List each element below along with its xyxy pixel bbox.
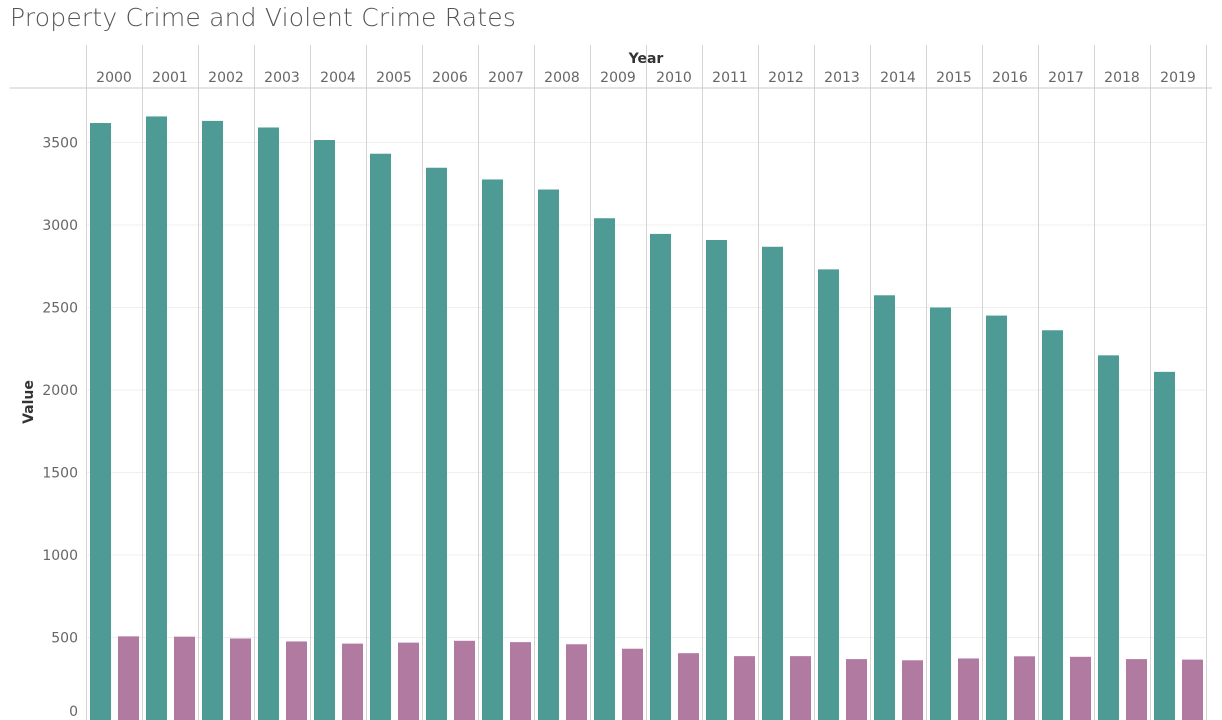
bar-series-2 [846, 659, 867, 720]
bar-series-2 [398, 642, 419, 720]
bar-series-1 [594, 218, 615, 720]
y-tick-label: 2000 [42, 383, 78, 399]
bar-series-2 [790, 656, 811, 720]
x-tick-label: 2012 [768, 70, 804, 86]
x-tick-label: 2018 [1104, 70, 1140, 86]
y-tick-label: 3000 [42, 218, 78, 234]
axis-layer: Year Value 0 500 1000 1500 2000 2500 3000 3500 2… [21, 51, 1196, 720]
bar-series-2 [454, 640, 475, 720]
bar-series-2 [1182, 659, 1203, 720]
x-tick-label: 2007 [488, 70, 524, 86]
bar-series-2 [958, 658, 979, 720]
y-tick-label: 500 [51, 631, 78, 647]
bar-series-2 [902, 660, 923, 720]
x-tick-label: 2008 [544, 70, 580, 86]
bar-series-2 [342, 643, 363, 720]
bar-series-1 [314, 140, 335, 720]
bar-series-2 [734, 656, 755, 720]
bar-series-2 [622, 648, 643, 720]
bar-series-1 [1098, 355, 1119, 720]
x-tick-label: 2019 [1160, 70, 1196, 86]
x-tick-label: 2011 [712, 70, 748, 86]
y-axis-title: Value [21, 380, 37, 424]
bar-series-1 [146, 116, 167, 720]
x-tick-label: 2009 [600, 70, 636, 86]
bar-series-2 [510, 642, 531, 720]
x-tick-label: 2004 [320, 70, 356, 86]
bar-series-1 [258, 127, 279, 720]
bar-series-2 [678, 653, 699, 720]
column-header-year: Year [628, 51, 664, 67]
bar-series-1 [1042, 330, 1063, 720]
y-tick-label: 0 [69, 704, 78, 720]
x-tick-label: 2003 [264, 70, 300, 86]
bar-series-1 [538, 189, 559, 720]
x-tick-label: 2013 [824, 70, 860, 86]
bar-series-1 [986, 315, 1007, 720]
bar-series-1 [706, 240, 727, 720]
bar-series-2 [174, 636, 195, 720]
bar-series-1 [202, 120, 223, 720]
x-tick-label: 2016 [992, 70, 1028, 86]
x-tick-label: 2006 [432, 70, 468, 86]
bar-series-1 [426, 167, 447, 720]
x-tick-label: 2017 [1048, 70, 1084, 86]
bar-series-2 [1014, 656, 1035, 720]
x-tick-label: 2000 [96, 70, 132, 86]
x-tick-label: 2002 [208, 70, 244, 86]
bar-series-1 [370, 153, 391, 720]
bar-series-2 [1070, 656, 1091, 720]
y-tick-label: 1500 [42, 466, 78, 482]
bar-series-1 [482, 179, 503, 720]
x-tick-label: 2001 [152, 70, 188, 86]
bar-series-2 [566, 644, 587, 720]
column-dividers [10, 45, 1212, 720]
bar-series-1 [818, 269, 839, 720]
y-tick-label: 1000 [42, 548, 78, 564]
bar-series-2 [118, 636, 139, 720]
y-tick-label: 2500 [42, 301, 78, 317]
chart-title: Property Crime and Violent Crime Rates [10, 3, 517, 32]
bar-series-1 [930, 307, 951, 720]
bar-series-2 [230, 638, 251, 720]
x-tick-label: 2014 [880, 70, 916, 86]
bar-series-1 [90, 123, 111, 720]
y-tick-label: 3500 [42, 136, 78, 152]
x-tick-label: 2005 [376, 70, 412, 86]
bar-series-1 [874, 295, 895, 720]
bars-layer [90, 116, 1203, 720]
bar-series-1 [762, 246, 783, 720]
bar-series-1 [650, 233, 671, 720]
x-tick-label: 2010 [656, 70, 692, 86]
bar-series-2 [1126, 659, 1147, 720]
x-tick-label: 2015 [936, 70, 972, 86]
bar-series-1 [1154, 371, 1175, 720]
bar-series-2 [286, 641, 307, 720]
